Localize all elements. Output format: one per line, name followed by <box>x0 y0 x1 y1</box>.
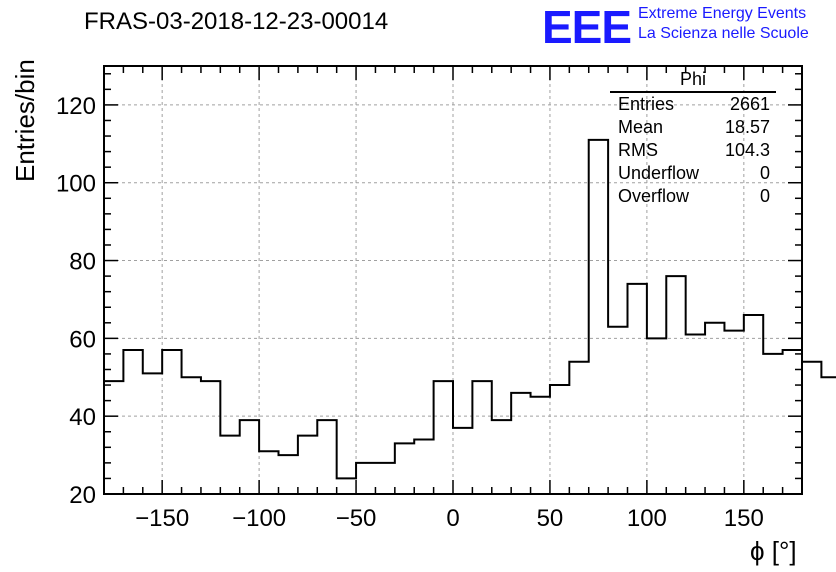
histogram-bin <box>143 373 162 494</box>
histogram-bin <box>802 362 821 494</box>
tick-label-layer: −150 −100 −50 0 50 100 150 20 40 60 80 100 120 <box>56 93 764 532</box>
histogram-bin <box>821 377 836 494</box>
histogram-bin <box>317 420 336 494</box>
logo-subtitle-2: La Scienza nelle Scuole <box>638 25 809 42</box>
histogram-bin <box>783 350 802 494</box>
x-tick-label: −150 <box>135 505 189 532</box>
y-tick-label: 60 <box>69 326 96 353</box>
x-tick-label: 0 <box>446 505 459 532</box>
histogram-bin <box>298 436 317 494</box>
stat-row-mean: Mean 18.57 <box>610 116 776 139</box>
histogram-bin <box>395 443 414 494</box>
histogram-bin <box>744 315 763 494</box>
histogram-bin <box>589 140 608 494</box>
histogram-bin <box>201 381 220 494</box>
y-tick-label: 80 <box>69 249 96 276</box>
stats-title: Phi <box>610 68 776 93</box>
histogram-bin <box>434 381 453 494</box>
histogram-bin <box>182 377 201 494</box>
histogram-bin <box>123 350 142 494</box>
histogram-bin <box>550 385 569 494</box>
histogram-bin <box>705 323 724 494</box>
histogram-bin <box>763 354 782 494</box>
histogram-bin <box>375 463 394 494</box>
histogram-bin <box>472 381 491 494</box>
histogram-bin <box>453 428 472 494</box>
x-tick-label: −100 <box>232 505 286 532</box>
stat-label: Mean <box>618 117 664 137</box>
histogram-bin <box>628 284 647 494</box>
stat-value: 0 <box>759 186 770 206</box>
histogram-bin <box>337 478 356 494</box>
histogram-bin <box>531 397 550 494</box>
stat-label: Entries <box>618 94 675 114</box>
x-tick-label: 100 <box>627 505 667 532</box>
stat-row-rms: RMS 104.3 <box>610 139 776 162</box>
stat-value: 2661 <box>729 94 770 114</box>
y-tick-label: 40 <box>69 404 96 431</box>
stat-value: 104.3 <box>724 140 770 160</box>
chart-title: FRAS-03-2018-12-23-00014 <box>84 8 389 35</box>
histogram-bin <box>608 327 627 494</box>
y-axis-label: Entries/bin <box>10 59 40 182</box>
stat-label: Overflow <box>618 186 690 206</box>
histogram-line <box>103 138 836 494</box>
stat-label: RMS <box>618 140 658 160</box>
histogram-bin <box>240 420 259 494</box>
stat-row-underflow: Underflow 0 <box>610 162 776 185</box>
y-tick-label: 120 <box>56 93 96 120</box>
y-tick-label: 100 <box>56 171 96 198</box>
y-tick-label: 20 <box>69 482 96 509</box>
x-tick-label: 50 <box>537 505 564 532</box>
histogram-bin <box>104 381 123 494</box>
histogram-bin <box>356 463 375 494</box>
histogram-bin <box>259 451 278 494</box>
eee-logo: EEE <box>542 1 632 53</box>
histogram-bin <box>414 440 433 494</box>
stat-row-entries: Entries 2661 <box>610 93 776 116</box>
stats-box: Phi Entries 2661 Mean 18.57 RMS 104.3 Un… <box>610 68 776 208</box>
histogram-bin <box>279 455 298 494</box>
x-axis-label: ϕ [°] <box>750 536 797 566</box>
histogram-bin <box>686 334 705 494</box>
tick-layer <box>103 66 803 495</box>
x-tick-label: −50 <box>336 505 377 532</box>
x-tick-label: 150 <box>724 505 764 532</box>
histogram-bin <box>724 331 743 494</box>
stat-label: Underflow <box>618 163 700 183</box>
histogram-bin <box>220 436 239 494</box>
histogram-bin <box>666 276 685 494</box>
histogram-bin <box>569 362 588 494</box>
stat-value: 18.57 <box>724 117 770 137</box>
logo-subtitle-1: Extreme Energy Events <box>638 5 807 22</box>
histogram-bin <box>511 393 530 494</box>
stat-value: 0 <box>759 163 770 183</box>
histogram-bin <box>162 350 181 494</box>
histogram-bin <box>492 420 511 494</box>
stat-row-overflow: Overflow 0 <box>610 185 776 208</box>
